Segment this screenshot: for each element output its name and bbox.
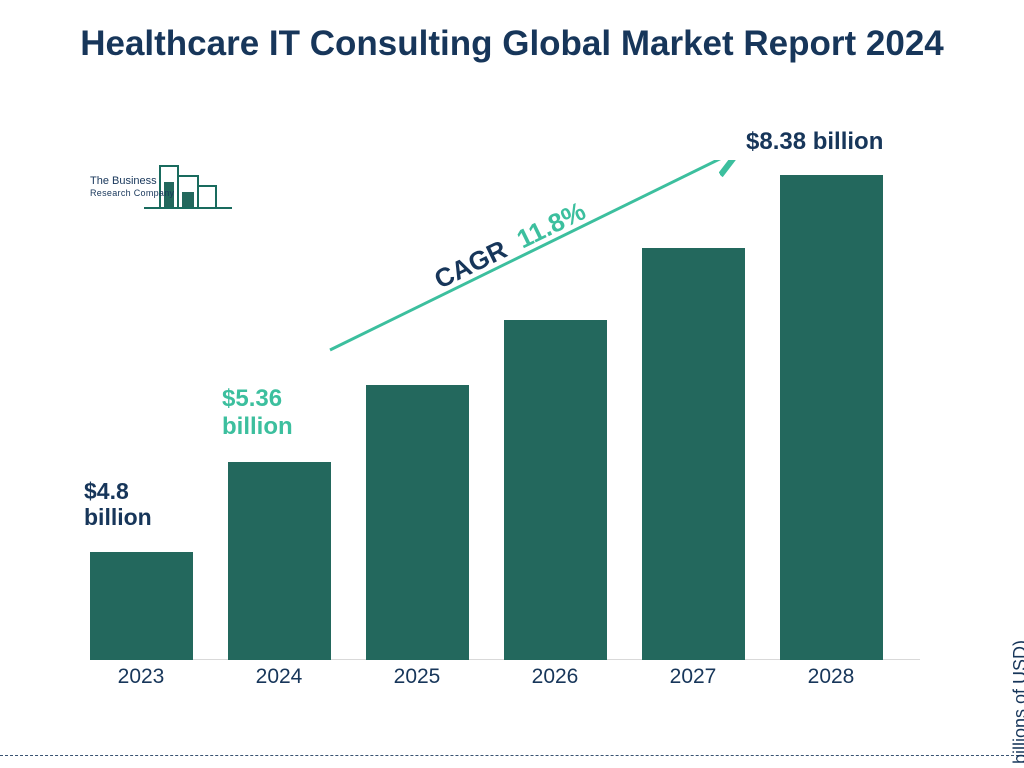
xlabel-3: 2026 [495,665,615,689]
xlabel-5: 2028 [771,665,891,689]
plot-area: 2023 2024 2025 2026 2027 2028 $4.8 billi… [90,160,920,660]
chart-frame: Healthcare IT Consulting Global Market R… [0,0,1024,768]
xlabel-1: 2024 [219,665,339,689]
xlabel-2: 2025 [357,665,477,689]
xlabel-0: 2023 [81,665,201,689]
xlabel-4: 2027 [633,665,753,689]
bottom-divider [0,755,1024,756]
callout-2028-text: $8.38 billion [746,128,883,155]
callout-2028: $8.38 billion [746,128,883,156]
chart-title: Healthcare IT Consulting Global Market R… [0,22,1024,66]
y-axis-label: Market Size (in billions of USD) [1010,640,1024,768]
